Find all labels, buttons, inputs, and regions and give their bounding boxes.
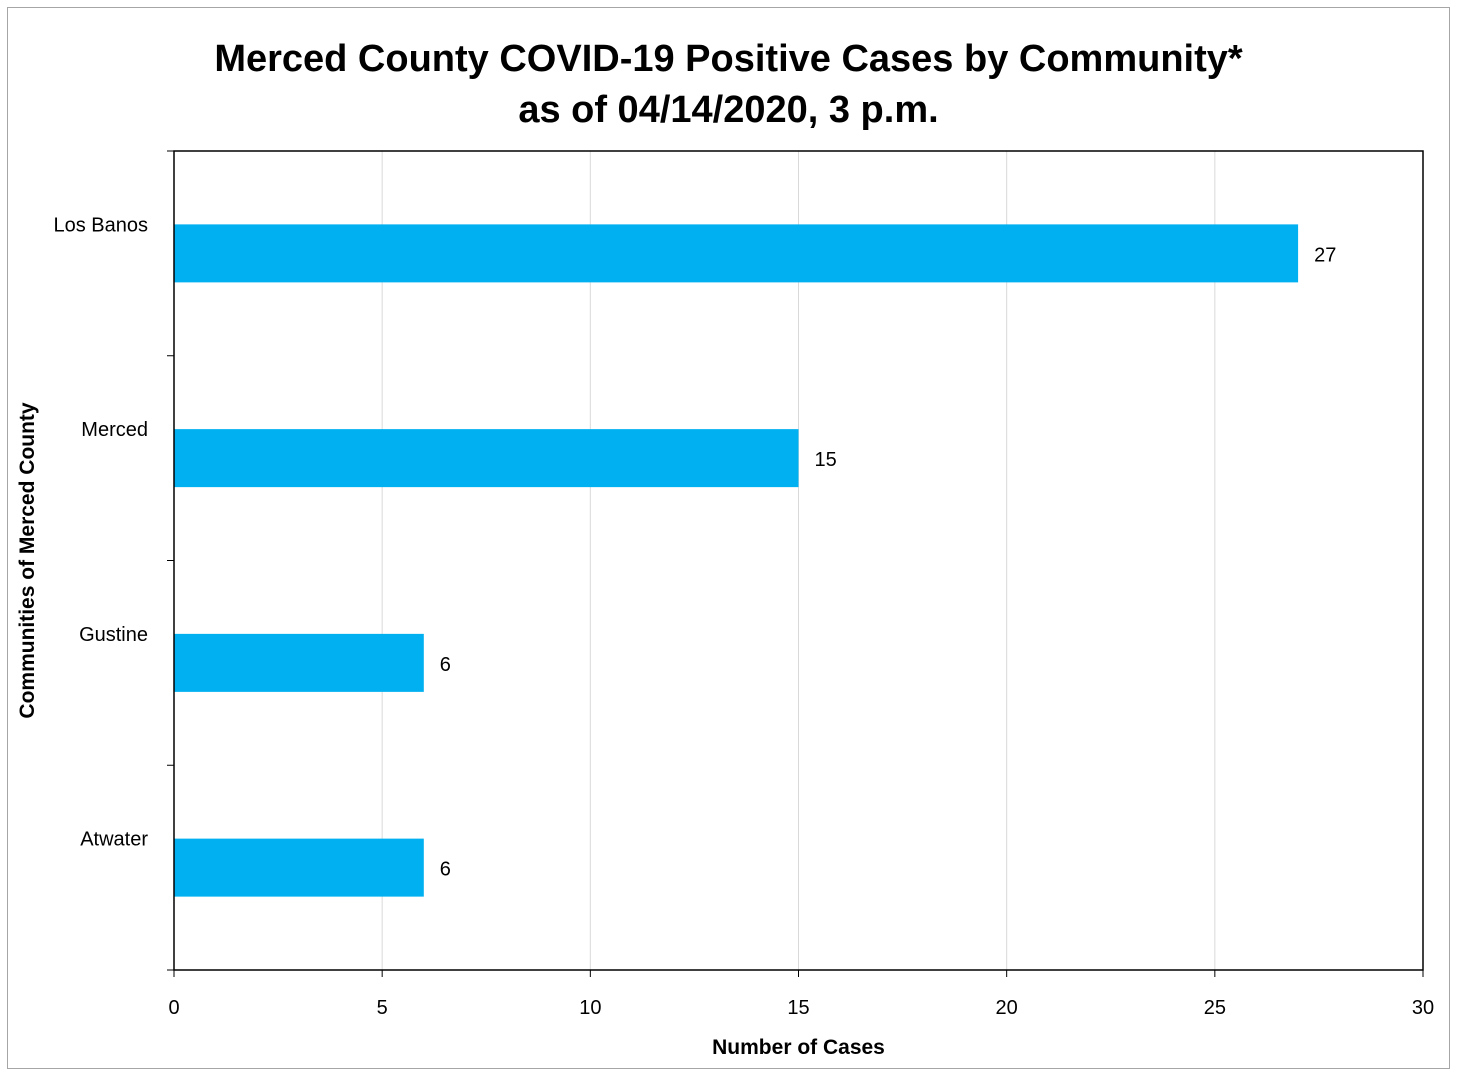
x-tick-label: 5	[377, 997, 388, 1019]
y-category-label: Atwater	[80, 829, 148, 851]
y-category-label: Gustine	[79, 624, 148, 646]
y-category-label: Los Banos	[53, 214, 148, 236]
y-axis-category-labels: Los Banos Merced Gustine Atwater	[53, 214, 148, 850]
x-axis-tick-labels: 0 5 10 15 20 25 30	[168, 997, 1434, 1019]
x-axis-label: Number of Cases	[712, 1036, 885, 1059]
chart-title-line-1: Merced County COVID-19 Positive Cases by…	[214, 38, 1243, 80]
x-tick-label: 15	[787, 997, 809, 1019]
x-tick-label: 10	[579, 997, 601, 1019]
y-axis-label: Communities of Merced County	[16, 402, 39, 719]
x-tick-label: 20	[996, 997, 1018, 1019]
bar	[174, 224, 1299, 283]
data-label: 6	[440, 859, 451, 881]
x-tick-label: 0	[168, 997, 179, 1019]
bar	[174, 429, 799, 488]
data-label: 6	[440, 654, 451, 676]
bars	[174, 224, 1299, 897]
bar	[174, 633, 424, 692]
x-tick-label: 25	[1204, 997, 1226, 1019]
data-label: 15	[815, 449, 837, 471]
gridlines	[381, 151, 1216, 970]
data-labels: 27 15 6 6	[440, 244, 1337, 880]
data-label: 27	[1314, 244, 1336, 266]
chart-title-line-2: as of 04/14/2020, 3 p.m.	[518, 89, 939, 131]
axis-ticks	[167, 150, 1424, 977]
y-category-label: Merced	[81, 419, 148, 441]
chart-title: Merced County COVID-19 Positive Cases by…	[7, 34, 1450, 136]
x-tick-label: 30	[1412, 997, 1434, 1019]
bar	[174, 838, 424, 897]
